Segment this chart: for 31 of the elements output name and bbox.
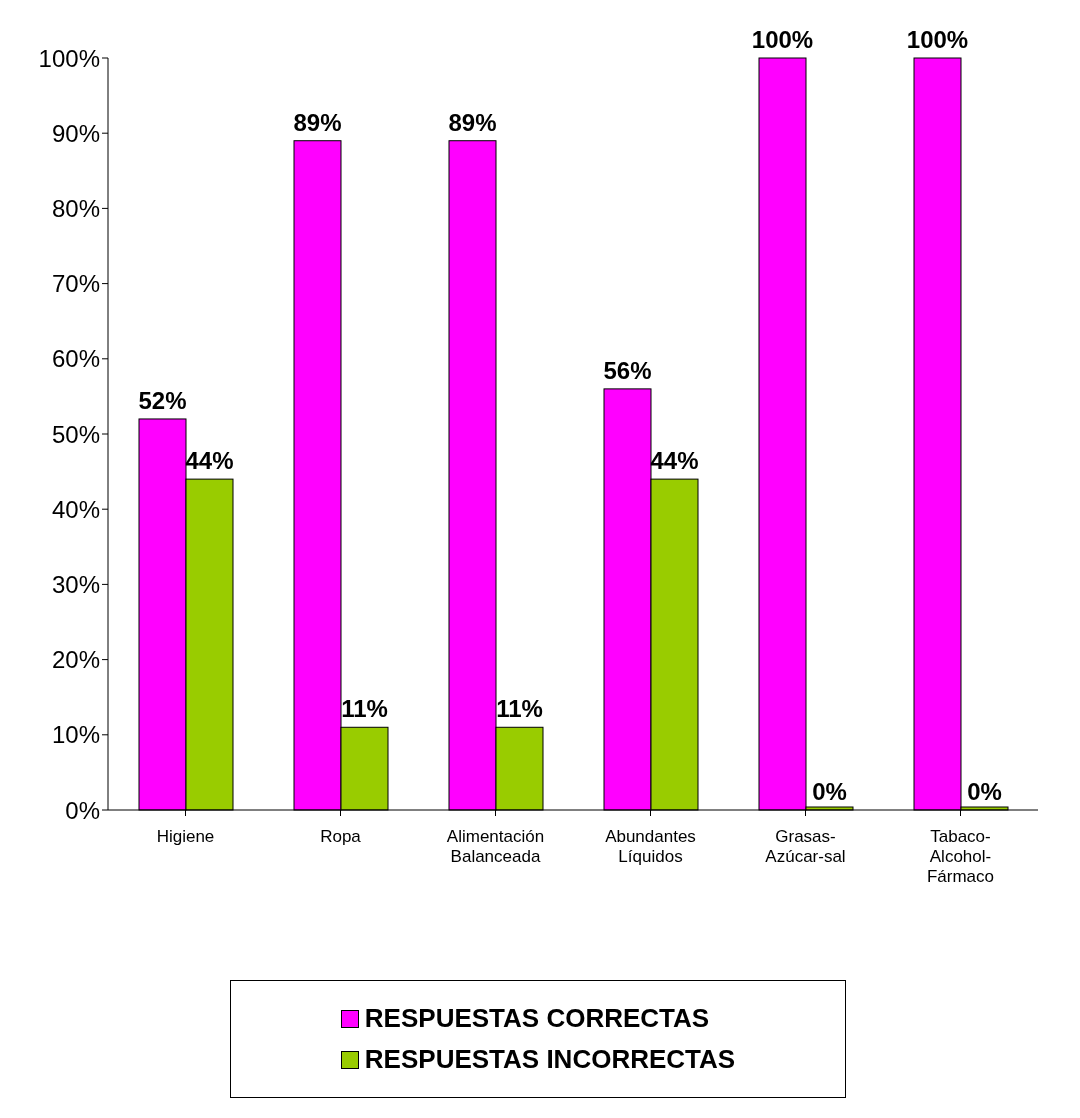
data-label: 100% (751, 26, 814, 53)
data-label: 44% (185, 447, 234, 475)
legend-label: RESPUESTAS CORRECTAS (364, 1003, 710, 1034)
x-tick-label: Higiene (156, 827, 215, 846)
y-tick-label: 30% (51, 570, 100, 598)
y-tick-label: 20% (51, 646, 100, 674)
y-tick-label: 80% (51, 194, 100, 222)
y-tick-label: 10% (51, 721, 100, 749)
y-tick-label: 60% (51, 345, 100, 373)
y-tick-label: 0% (65, 796, 100, 824)
y-tick-label: 70% (51, 270, 100, 298)
data-label: 89% (293, 108, 342, 136)
x-tick-label: Grasas-Azúcar-sal (765, 827, 846, 866)
y-tick-label: 50% (51, 420, 100, 448)
data-label: 11% (496, 695, 543, 723)
data-label: 52% (138, 386, 187, 414)
data-label: 100% (906, 26, 969, 53)
data-label: 0% (967, 778, 1002, 805)
data-label: 44% (650, 447, 699, 475)
data-label: 89% (448, 108, 497, 136)
data-label: 0% (812, 778, 847, 805)
y-tick-label: 90% (51, 119, 100, 147)
legend-label: RESPUESTAS INCORRECTAS (364, 1044, 736, 1075)
y-tick-label: 40% (51, 495, 100, 523)
data-label: 11% (341, 695, 388, 723)
data-label: 56% (603, 356, 652, 384)
x-tick-label: Tabaco-Alcohol-Fármaco (926, 827, 995, 886)
x-tick-label: Abundantes Líquidos (605, 827, 696, 866)
x-tick-label: Alimentación Balanceada (446, 827, 545, 866)
x-tick-label: Ropa (320, 827, 362, 846)
y-tick-label: 100% (38, 44, 100, 72)
